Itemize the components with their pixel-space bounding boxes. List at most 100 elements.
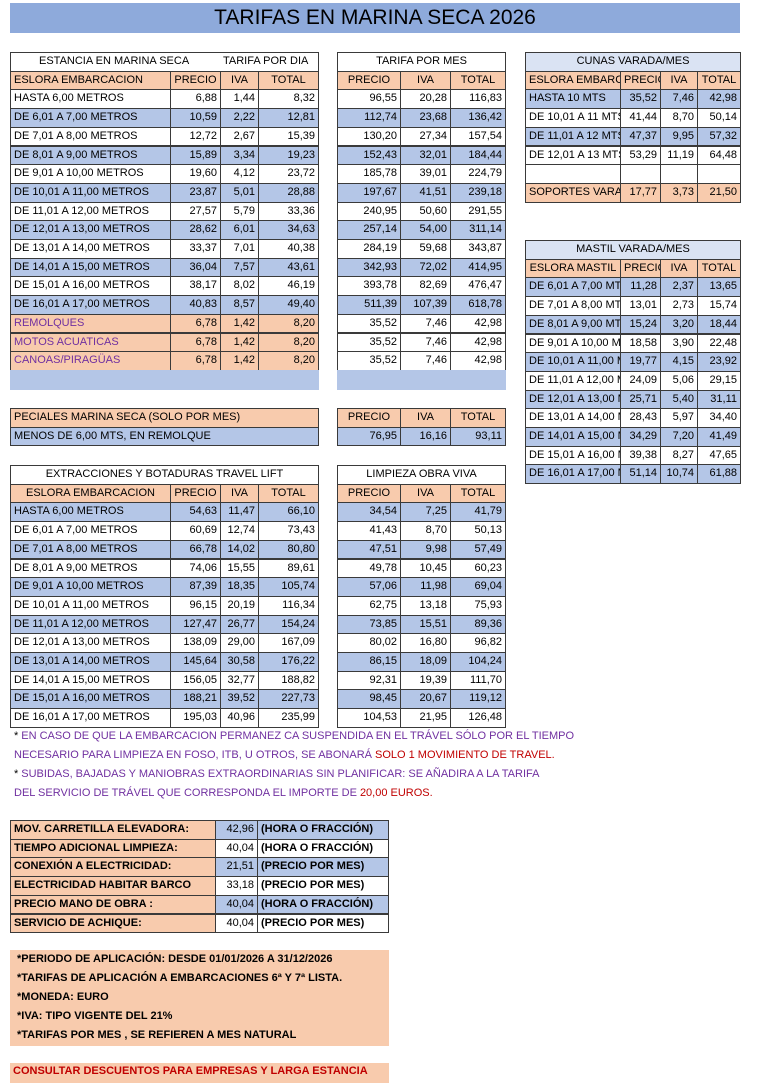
table-cell: DE 11,01 A 12 MTS <box>525 126 621 147</box>
table-cell: 27,57 <box>170 201 221 222</box>
table-cell: 28,43 <box>620 408 661 428</box>
service-price: 40,04 <box>215 838 258 859</box>
table-cell: 1,42 <box>220 351 259 371</box>
service-note: (HORA O FRACCIÓN) <box>257 838 389 859</box>
table-cell: 107,39 <box>400 295 451 315</box>
table-cell: 104,53 <box>337 708 401 728</box>
table-cell: DE 12,01 A 13,00 METROS <box>10 633 171 653</box>
table-cell: 69,04 <box>450 577 506 597</box>
table-cell: 41,44 <box>620 108 661 128</box>
table-cell: 53,29 <box>620 145 661 166</box>
table-cell: 15,74 <box>697 296 741 316</box>
table-cell: 47,51 <box>337 539 401 560</box>
table-cell: 47,65 <box>697 445 741 466</box>
table-cell: DE 9,01 A 10,00 METROS <box>10 577 171 597</box>
table-cell: 9,95 <box>660 126 698 147</box>
table-cell: DE 8,01 A 9,00 METROS <box>10 558 171 579</box>
table-cell: 343,87 <box>450 239 506 259</box>
table-cell: 11,28 <box>620 277 661 298</box>
table-header: TARIFA POR MES <box>337 52 506 72</box>
table-cell: DE 14,01 A 15,00 METROS <box>10 257 171 278</box>
table-cell: 43,61 <box>258 257 319 278</box>
column-header: TOTAL <box>697 70 741 91</box>
table-cell: 5,40 <box>660 389 698 410</box>
table-cell: 8,20 <box>258 332 319 353</box>
table-cell: DE 12,01 A 13 MTS <box>525 145 621 166</box>
column-header: TOTAL <box>450 483 506 504</box>
table-header: CUNAS VARADA/MES <box>525 52 741 72</box>
table-cell: 3,90 <box>660 333 698 354</box>
service-note: (PRECIO POR MES) <box>257 913 389 934</box>
table-cell: 12,74 <box>220 521 259 541</box>
table-cell: DE 15,01 A 16,00 METROS <box>10 276 171 297</box>
table-cell: 11,19 <box>660 145 698 166</box>
table-cell: DE 6,01 A 7,00 METROS <box>10 108 171 128</box>
table-cell: 19,23 <box>258 145 319 166</box>
table-cell: 51,14 <box>620 464 661 485</box>
table-header: ESTANCIA EN MARINA SECA TARIFA POR DIA <box>10 52 319 72</box>
table-cell: 29,15 <box>697 370 741 391</box>
table-cell: 12,72 <box>170 126 221 147</box>
table-cell: 18,44 <box>697 314 741 335</box>
column-header: ESLORA EMBARC. <box>525 70 621 91</box>
table-cell: 116,83 <box>450 89 506 110</box>
table-cell: 72,02 <box>400 257 451 278</box>
table-cell: 73,85 <box>337 614 401 635</box>
table-cell: 29,00 <box>220 633 259 653</box>
table-cell: SOPORTES VARADA <box>525 182 621 203</box>
table-cell: 61,88 <box>697 464 741 485</box>
table-cell: HASTA 10 MTS <box>525 89 621 110</box>
table-cell: 80,80 <box>258 539 319 560</box>
table-cell: 41,51 <box>400 182 451 203</box>
table-cell: 1,42 <box>220 313 259 334</box>
page-title: TARIFAS EN MARINA SECA 2026 <box>10 3 740 33</box>
table-cell: 39,01 <box>400 164 451 184</box>
table-cell: 195,03 <box>170 708 221 728</box>
service-note: (PRECIO POR MES) <box>257 857 389 878</box>
table-cell: DE 12,01 A 13,00 M <box>525 389 621 410</box>
table-cell: 15,89 <box>170 145 221 166</box>
table-cell: 19,60 <box>170 164 221 184</box>
table-cell: 82,69 <box>400 276 451 297</box>
table-cell: 18,09 <box>400 652 451 672</box>
table-cell: 138,09 <box>170 633 221 653</box>
footer-note: CONSULTAR DESCUENTOS PARA EMPRESAS Y LAR… <box>10 1063 389 1083</box>
table-header: MASTIL VARADA/MES <box>525 240 741 260</box>
table-header: PECIALES MARINA SECA (SOLO POR MES) <box>10 408 319 428</box>
table-cell: 188,82 <box>258 670 319 691</box>
table-cell: 5,01 <box>220 182 259 203</box>
note-text: DEL SERVICIO DE TRÁVEL QUE CORRESPONDA E… <box>14 787 357 799</box>
table-cell: 33,36 <box>258 201 319 222</box>
table-cell: 40,96 <box>220 708 259 728</box>
table-cell: 54,63 <box>170 502 221 523</box>
column-header: ESLORA MASTIL <box>525 258 621 279</box>
table-cell: 57,49 <box>450 539 506 560</box>
table-cell: DE 6,01 A 7,00 METROS <box>10 521 171 541</box>
table-cell: DE 7,01 A 8,00 METROS <box>10 539 171 560</box>
table-cell: DE 10,01 A 11,00 M <box>525 352 621 372</box>
table-cell: DE 7,01 A 8,00 MTS <box>525 296 621 316</box>
note-line: * SUBIDAS, BAJADAS Y MANIOBRAS EXTRAORDIN… <box>14 765 539 784</box>
table-cell: 39,38 <box>620 445 661 466</box>
note-line: * EN CASO DE QUE LA EMBARCACION PERMANEZ … <box>14 727 574 746</box>
table-cell: 257,14 <box>337 220 401 240</box>
table-cell: 4,12 <box>220 164 259 184</box>
table-cell: 105,74 <box>258 577 319 597</box>
note-text: * <box>14 768 19 780</box>
table-cell: 116,34 <box>258 595 319 616</box>
table-cell: 15,51 <box>400 614 451 635</box>
table-cell: 80,02 <box>337 633 401 653</box>
table-cell: 239,18 <box>450 182 506 203</box>
table-cell: 7,46 <box>400 332 451 353</box>
note-text: 20,00 EUROS. <box>359 787 433 799</box>
table-cell: 7,57 <box>220 257 259 278</box>
table-cell: 119,12 <box>450 689 506 710</box>
table-cell: 23,68 <box>400 108 451 128</box>
table-cell: 41,79 <box>450 502 506 523</box>
table-cell: 188,21 <box>170 689 221 710</box>
table-cell: 7,25 <box>400 502 451 523</box>
table-cell: 5,79 <box>220 201 259 222</box>
table-cell: 16,16 <box>400 426 451 447</box>
column-header: PRECIO <box>620 70 661 91</box>
empty-cell <box>525 164 621 184</box>
